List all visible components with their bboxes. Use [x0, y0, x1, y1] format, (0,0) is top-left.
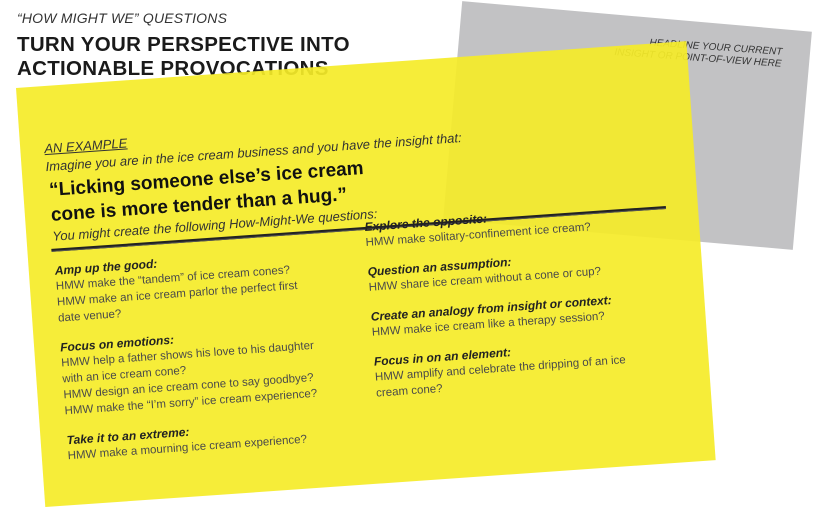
section-analogy: Create an analogy from insight or contex…: [370, 289, 671, 341]
kicker-text: “HOW MIGHT WE” QUESTIONS: [17, 10, 228, 26]
left-column: Amp up the good: HMW make the “tandem” o…: [54, 243, 368, 478]
hmw-line: date venue?: [57, 308, 122, 325]
section-extreme: Take it to an extreme: HMW make a mourni…: [66, 412, 367, 464]
hmw-line: cream cone?: [375, 382, 443, 400]
section-emotions: Focus on emotions: HMW help a father sho…: [60, 320, 365, 420]
example-card: AN EXAMPLE Imagine you are in the ice cr…: [16, 41, 716, 507]
example-label: AN EXAMPLE: [43, 135, 128, 157]
section-assumption: Question an assumption: HMW share ice cr…: [367, 244, 668, 296]
page-title-line-1: TURN YOUR PERSPECTIVE INTO: [17, 33, 350, 56]
section-amp-up: Amp up the good: HMW make the “tandem” o…: [54, 243, 358, 327]
section-opposite: Explore the opposite: HMW make solitary-…: [364, 199, 665, 251]
right-column: Explore the opposite: HMW make solitary-…: [364, 199, 677, 415]
section-element: Focus in on an element: HMW amplify and …: [373, 334, 676, 402]
